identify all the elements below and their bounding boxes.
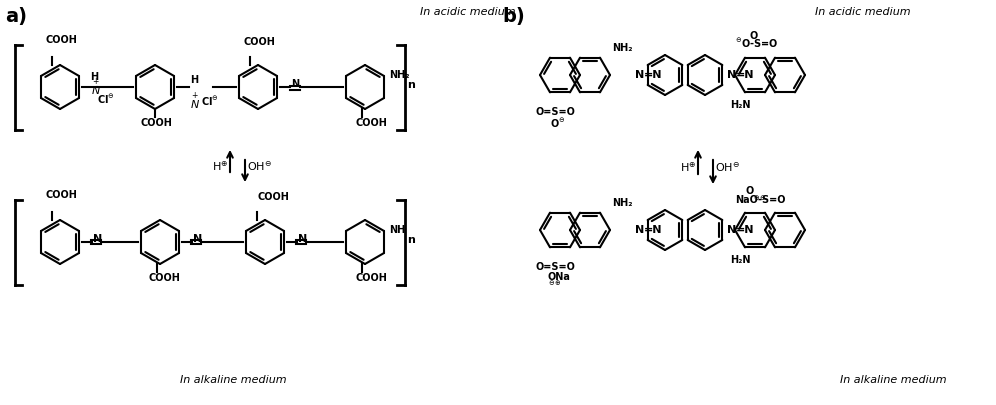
Text: COOH: COOH <box>148 273 180 283</box>
Text: NH₂: NH₂ <box>612 43 632 53</box>
Text: n: n <box>407 235 415 245</box>
Text: H$^{\oplus}$: H$^{\oplus}$ <box>212 159 228 173</box>
Text: NH₂: NH₂ <box>612 198 632 208</box>
Text: NaO-S=O: NaO-S=O <box>735 195 786 205</box>
Text: OH$^{\ominus}$: OH$^{\ominus}$ <box>247 159 272 173</box>
Text: $^{\ominus}$$^{\oplus}$: $^{\ominus}$$^{\oplus}$ <box>548 280 561 290</box>
Text: N: N <box>93 234 103 244</box>
Text: $^{\oplus}$$^{\ominus}$: $^{\oplus}$$^{\ominus}$ <box>753 195 766 205</box>
Text: COOH: COOH <box>355 273 386 283</box>
Text: N: N <box>635 225 644 235</box>
Text: =N: =N <box>644 225 662 235</box>
Text: =N: =N <box>644 70 662 80</box>
Text: b): b) <box>502 7 525 26</box>
Text: Cl$^{\ominus}$: Cl$^{\ominus}$ <box>201 94 218 108</box>
Text: Cl$^{\ominus}$: Cl$^{\ominus}$ <box>97 92 115 106</box>
Text: H$^{\oplus}$: H$^{\oplus}$ <box>680 160 696 174</box>
Text: O=S=O: O=S=O <box>535 107 575 117</box>
Text: COOH: COOH <box>140 118 172 128</box>
Text: O=S=O: O=S=O <box>535 262 575 272</box>
Text: COOH: COOH <box>257 192 289 202</box>
Text: In acidic medium: In acidic medium <box>815 7 910 17</box>
Text: OH$^{\ominus}$: OH$^{\ominus}$ <box>715 160 740 174</box>
Text: O: O <box>750 31 758 41</box>
Text: H: H <box>90 72 99 82</box>
Text: N: N <box>635 70 644 80</box>
Text: $^{\ominus}$O-S=O: $^{\ominus}$O-S=O <box>735 37 779 50</box>
Text: N: N <box>298 234 307 244</box>
Text: In alkaline medium: In alkaline medium <box>180 375 287 385</box>
Text: COOH: COOH <box>45 190 77 200</box>
Text: In alkaline medium: In alkaline medium <box>840 375 946 385</box>
Text: $\overset{+}{N}$: $\overset{+}{N}$ <box>91 77 101 98</box>
Text: NH₂: NH₂ <box>389 70 409 80</box>
Text: a): a) <box>5 7 27 26</box>
Text: In acidic medium: In acidic medium <box>420 7 516 17</box>
Text: ONa: ONa <box>548 272 571 282</box>
Text: n: n <box>407 80 415 90</box>
Text: H₂N: H₂N <box>730 255 751 265</box>
Text: O: O <box>745 186 753 196</box>
Text: COOH: COOH <box>45 35 77 45</box>
Text: COOH: COOH <box>243 37 275 47</box>
Text: =N: =N <box>736 70 755 80</box>
Text: H₂N: H₂N <box>730 100 751 110</box>
Text: H: H <box>190 75 198 85</box>
Text: N: N <box>727 225 736 235</box>
Text: NH: NH <box>389 225 405 235</box>
Text: COOH: COOH <box>355 118 386 128</box>
Text: O$^{\ominus}$: O$^{\ominus}$ <box>550 117 566 130</box>
Text: =N: =N <box>736 225 755 235</box>
Text: N: N <box>727 70 736 80</box>
Text: $\overset{+}{N}$: $\overset{+}{N}$ <box>190 91 200 112</box>
Text: N: N <box>193 234 202 244</box>
Text: N: N <box>291 79 299 89</box>
